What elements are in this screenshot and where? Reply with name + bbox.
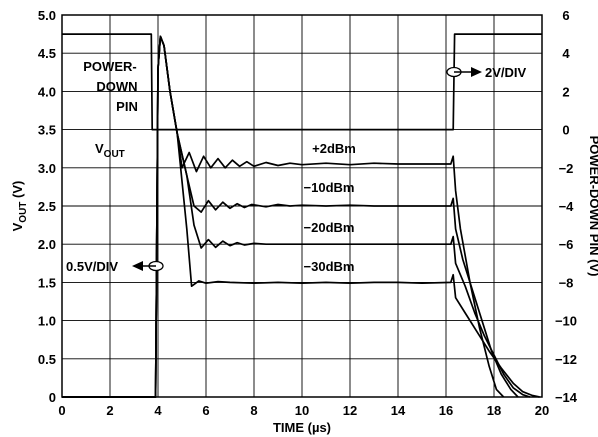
scale-right-label: 2V/DIV (485, 65, 527, 80)
y-left-tick-label: 0 (49, 390, 56, 405)
y-right-tick-label: −14 (555, 390, 578, 405)
scale-left-arrow-head (132, 261, 143, 271)
x-axis-title: TIME (µs) (273, 420, 331, 435)
y-right-tick-label: 6 (562, 8, 569, 23)
x-tick-label: 4 (154, 403, 162, 418)
x-tick-label: 2 (106, 403, 113, 418)
x-tick-label: 14 (391, 403, 406, 418)
y-right-tick-label: 4 (562, 46, 570, 61)
scale-right-annotation: 2V/DIV (446, 65, 527, 80)
series-line-minus30dbm (62, 35, 540, 398)
y-left-tick-label: 0.5 (38, 352, 56, 367)
plot-frame (61, 14, 543, 398)
y-left-axis-title-main: V (10, 222, 25, 231)
scale-left-label: 0.5V/DIV (66, 259, 118, 274)
y-left-tick-label: 4.0 (38, 84, 56, 99)
y-right-tick-label: −2 (559, 161, 574, 176)
vout-label-main: V (95, 141, 104, 156)
y-left-axis-title-suffix: (V) (10, 181, 25, 202)
series-label-plus2dbm: +2dBm (312, 141, 356, 156)
y-left-tick-label: 2.0 (38, 237, 56, 252)
x-tick-label: 10 (295, 403, 309, 418)
power-down-pin-annotation: POWER- DOWN PIN (83, 59, 138, 114)
y-left-tick-labels: 0 0.5 1.0 1.5 2.0 2.5 3.0 3.5 4.0 4.5 5.0 (38, 8, 56, 405)
x-tick-label: 20 (535, 403, 549, 418)
y-left-tick-label: 1.0 (38, 314, 56, 329)
x-tick-label: 8 (250, 403, 257, 418)
y-right-tick-label: 2 (562, 84, 569, 99)
power-down-pin-label-line2: DOWN (96, 79, 137, 94)
y-right-tick-label: −12 (555, 352, 577, 367)
y-right-tick-label: −8 (559, 275, 574, 290)
y-left-tick-label: 2.5 (38, 199, 56, 214)
scale-left-annotation: 0.5V/DIV (66, 259, 164, 274)
y-right-tick-label: −6 (559, 237, 574, 252)
power-down-pin-label-line1: POWER- (83, 59, 136, 74)
vout-label-sub: OUT (104, 149, 125, 160)
y-left-tick-label: 1.5 (38, 275, 56, 290)
y-right-tick-labels: −14 −12 −10 −8 −6 −4 −2 0 2 4 6 (555, 8, 578, 405)
y-left-tick-label: 3.0 (38, 161, 56, 176)
power-down-pin-label-line3: PIN (116, 99, 138, 114)
scale-right-arrow-head (471, 67, 482, 77)
x-tick-label: 6 (202, 403, 209, 418)
series-label-minus10dbm: −10dBm (304, 180, 355, 195)
y-left-axis-title-sub: OUT (18, 202, 29, 223)
x-tick-label: 18 (487, 403, 501, 418)
x-tick-label: 16 (439, 403, 453, 418)
y-left-tick-label: 3.5 (38, 123, 56, 138)
y-right-tick-label: −10 (555, 314, 577, 329)
x-tick-labels: 0 2 4 6 8 10 12 14 16 18 20 (58, 403, 549, 418)
x-tick-label: 12 (343, 403, 357, 418)
vout-label: VOUT (95, 141, 125, 160)
x-tick-label: 0 (58, 403, 65, 418)
series-label-minus30dbm: −30dBm (304, 259, 355, 274)
y-left-tick-label: 5.0 (38, 8, 56, 23)
y-right-tick-label: 0 (562, 123, 569, 138)
y-left-tick-label: 4.5 (38, 46, 56, 61)
y-right-tick-label: −4 (559, 199, 575, 214)
y-right-axis-title: POWER-DOWN PIN (V) (587, 136, 598, 277)
series-label-minus20dbm: −20dBm (304, 220, 355, 235)
series-line-powerminusdown-pin (62, 33, 542, 131)
y-left-axis-title: VOUT (V) (10, 181, 29, 232)
traces (62, 33, 542, 398)
